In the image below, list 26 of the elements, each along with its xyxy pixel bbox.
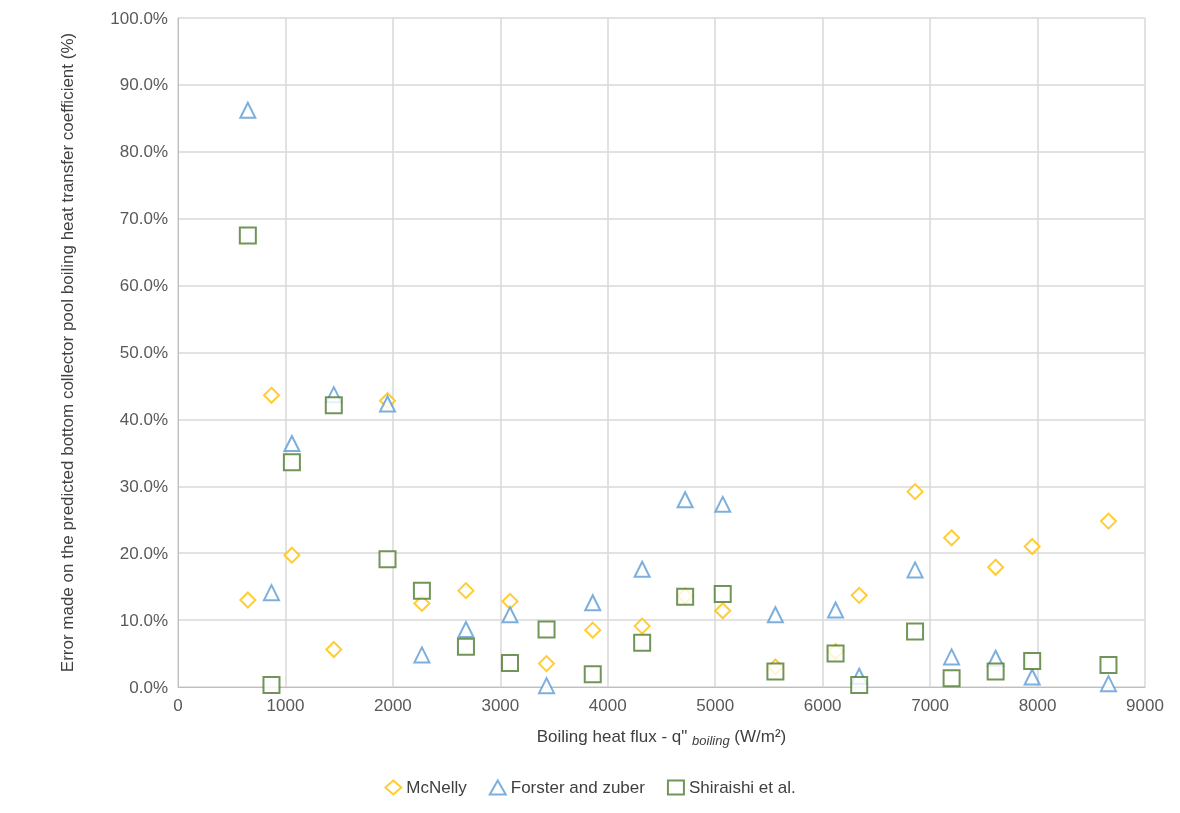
y-tick-label: 50.0% (119, 343, 168, 362)
y-axis-title: Error made on the predicted bottom collector pool boiling heat transfer coefficient (%) (57, 32, 77, 673)
y-tick-label: 80.0% (119, 142, 168, 162)
y-tick-label: 60.0% (119, 276, 168, 296)
x-tick-label: 7000 (911, 696, 950, 715)
x-tick-label: 8000 (1018, 696, 1057, 715)
y-tick-label: 70.0% (119, 209, 168, 229)
x-tick-label: 9000 (1126, 696, 1164, 715)
x-tick-label: 3000 (481, 696, 520, 715)
x-tick-label: 0 (173, 696, 183, 715)
legend-label: Forster and zuber (510, 778, 646, 797)
y-tick-label: 10.0% (119, 610, 168, 630)
y-tick-label: 100.0% (110, 8, 168, 28)
x-tick-label: 5000 (696, 696, 735, 715)
y-tick-label: 0.0% (129, 677, 168, 697)
x-tick-label: 1000 (266, 696, 305, 715)
legend-label: McNelly (406, 778, 468, 797)
x-tick-label: 4000 (588, 696, 627, 715)
x-tick-label: 2000 (373, 696, 412, 715)
legend-label: Shiraishi et al. (688, 778, 796, 797)
x-tick-label: 6000 (803, 696, 842, 715)
x-axis-title: Boiling heat flux - q" boiling (W/m²) (536, 726, 787, 748)
y-tick-label: 20.0% (119, 543, 168, 563)
y-tick-label: 40.0% (119, 409, 168, 429)
y-tick-label: 30.0% (119, 476, 168, 496)
y-tick-label: 90.0% (119, 75, 168, 95)
